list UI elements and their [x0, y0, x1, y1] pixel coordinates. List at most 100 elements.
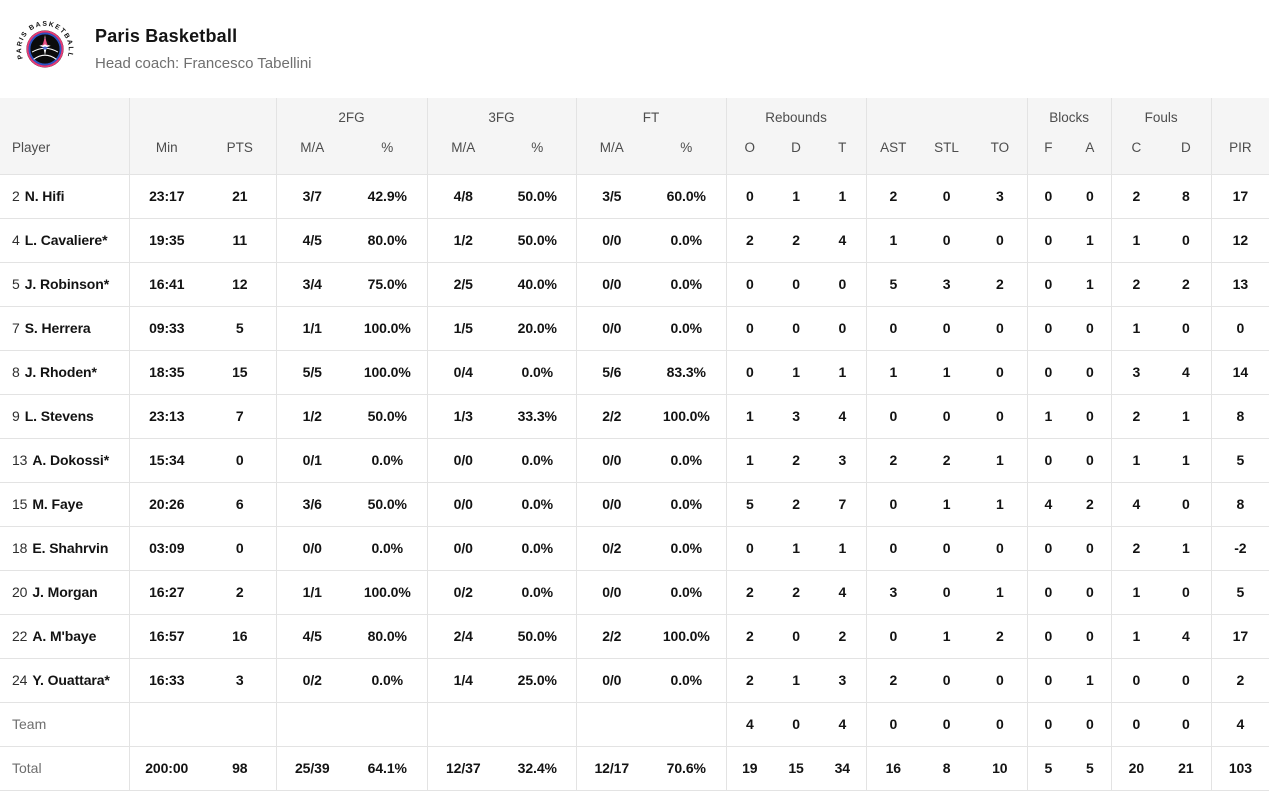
col-header-2fg-pct: % [348, 130, 428, 174]
stat-cell: 1/3 [426, 393, 500, 438]
stat-cell: 0 [1161, 481, 1212, 526]
stat-cell: 03:09 [128, 525, 204, 570]
stat-cell: 2 [865, 437, 921, 482]
stat-cell: 0 [1026, 701, 1070, 746]
jersey-number: 22 [12, 628, 28, 644]
stat-cell: 25.0% [499, 657, 577, 702]
stat-cell: 1/1 [275, 569, 348, 614]
column-header-row: Player Min PTS M/A % M/A % M/A % O D T A… [0, 130, 1269, 174]
stat-cell: 0/0 [575, 657, 648, 702]
stat-cell: 34 [819, 745, 867, 790]
stat-cell: 1 [1161, 437, 1212, 482]
stat-cell: 3 [204, 657, 276, 702]
col-header-reb-t: T [819, 130, 867, 174]
stat-cell: 3/5 [575, 173, 648, 218]
table-row: Total 200:00 98 25/39 64.1% 12/37 32.4% 12/17 70… [0, 745, 1269, 790]
stat-cell: 0 [920, 701, 974, 746]
stat-cell: 0 [865, 701, 921, 746]
table-row: 20 J. Morgan 16:27 2 1/1 100.0% 0/2 0.0% 0/0 0.0%… [0, 569, 1269, 614]
stat-cell: 8 [1210, 393, 1269, 438]
stat-cell: 4 [1161, 349, 1212, 394]
team-header-text: Paris Basketball Head coach: Francesco T… [95, 26, 312, 72]
player-cell: 15 M. Faye [0, 481, 129, 526]
stat-cell: 12/37 [426, 745, 500, 790]
stat-cell: 4 [725, 701, 774, 746]
stat-cell: 12 [204, 261, 276, 306]
stat-cell: 0 [773, 701, 820, 746]
stat-cell: 15 [204, 349, 276, 394]
stat-cell: 19 [725, 745, 774, 790]
stat-cell: 12/17 [575, 745, 648, 790]
group-header-rebounds: Rebounds [725, 98, 867, 130]
stat-cell: 0/1 [275, 437, 348, 482]
stat-cell: 7 [204, 393, 276, 438]
col-header-blocks-f: F [1026, 130, 1070, 174]
stat-cell: 0/0 [426, 437, 500, 482]
stat-cell: 2 [773, 481, 820, 526]
player-name: M. Faye [32, 496, 84, 512]
stat-cell: 23:13 [128, 393, 204, 438]
stat-cell: 2/2 [575, 393, 648, 438]
stat-cell: 1 [973, 481, 1028, 526]
stat-cell: 0 [973, 657, 1028, 702]
stat-cell: 5 [725, 481, 774, 526]
stat-cell: 20:26 [128, 481, 204, 526]
stat-cell: 0 [1026, 305, 1070, 350]
team-header: PARIS BASKETBALL Paris Basketball Head c… [0, 0, 1269, 98]
stat-cell: 3 [819, 657, 867, 702]
stat-cell: 1 [1110, 217, 1162, 262]
stat-cell: 0 [920, 305, 974, 350]
group-spacer [0, 98, 129, 130]
stat-cell: 0 [725, 305, 774, 350]
stat-cell: 0.0% [348, 437, 428, 482]
table-row: 24 Y. Ouattara* 16:33 3 0/2 0.0% 1/4 25.0% 0/0 0.… [0, 657, 1269, 702]
stat-cell: 1 [920, 481, 974, 526]
stat-cell: 4/5 [275, 613, 348, 658]
stat-cell: 0 [1161, 305, 1212, 350]
stat-cell: 2/5 [426, 261, 500, 306]
stat-cell: 0 [1069, 349, 1112, 394]
stat-cell: 100.0% [647, 613, 727, 658]
stat-cell: 20.0% [499, 305, 577, 350]
stat-cell: 103 [1210, 745, 1269, 790]
stat-cell: 98 [204, 745, 276, 790]
stat-cell: 19:35 [128, 217, 204, 262]
stat-cell: 0 [1026, 437, 1070, 482]
player-name: J. Robinson* [24, 276, 110, 292]
stat-cell: 0 [1110, 701, 1162, 746]
stat-cell: 83.3% [647, 349, 727, 394]
group-spacer [128, 98, 276, 130]
stat-cell: 4 [819, 217, 867, 262]
stat-cell [348, 701, 428, 746]
player-name: A. Dokossi* [32, 452, 110, 468]
stat-cell: 0 [920, 569, 974, 614]
player-name: J. Rhoden* [24, 364, 97, 380]
stat-cell: 2 [725, 569, 774, 614]
stat-cell: 70.6% [647, 745, 727, 790]
stat-cell: 0 [1026, 657, 1070, 702]
stat-cell: 1/5 [426, 305, 500, 350]
group-header-2fg: 2FG [275, 98, 428, 130]
stat-cell: 16:57 [128, 613, 204, 658]
col-header-fouls-c: C [1110, 130, 1162, 174]
stat-cell: 0 [1069, 613, 1112, 658]
stat-cell: 1 [1110, 613, 1162, 658]
stat-cell: 2 [1210, 657, 1269, 702]
col-header-min: Min [128, 130, 204, 174]
table-row: 7 S. Herrera 09:33 5 1/1 100.0% 1/5 20.0% 0/0 0.0… [0, 305, 1269, 350]
stat-cell: 0/4 [426, 349, 500, 394]
head-coach-label: Head coach: Francesco Tabellini [95, 55, 312, 72]
stat-cell: 0 [1161, 569, 1212, 614]
stat-cell: 0.0% [647, 437, 727, 482]
player-cell: 24 Y. Ouattara* [0, 657, 129, 702]
stat-cell: 8 [1161, 173, 1212, 218]
stat-cell: 2 [865, 657, 921, 702]
col-header-2fg-ma: M/A [275, 130, 348, 174]
stat-cell [128, 701, 204, 746]
stat-cell: 0 [973, 701, 1028, 746]
stat-cell: 25/39 [275, 745, 348, 790]
table-row: 15 M. Faye 20:26 6 3/6 50.0% 0/0 0.0% 0/0 0.0% 5 2 7… [0, 481, 1269, 526]
stat-cell: 21 [204, 173, 276, 218]
stat-cell: 0 [725, 261, 774, 306]
stat-cell: 2 [773, 437, 820, 482]
